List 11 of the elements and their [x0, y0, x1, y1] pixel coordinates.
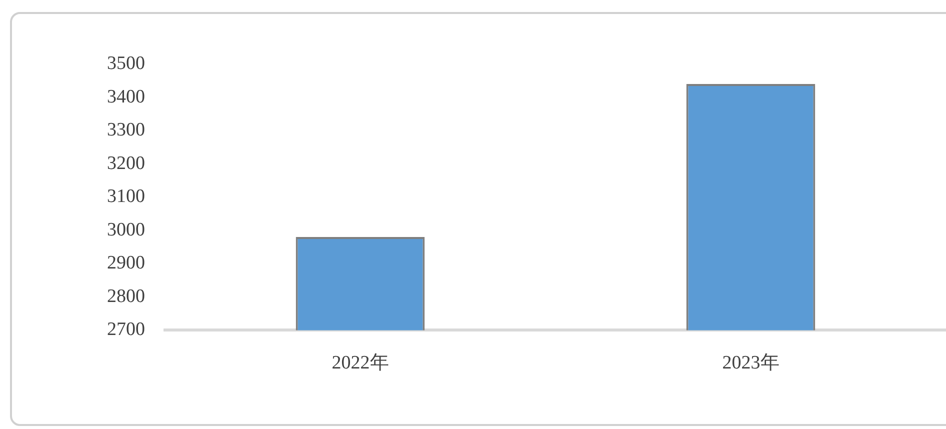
- y-tick-label: 3400: [107, 86, 145, 108]
- y-tick-label: 2800: [107, 286, 145, 307]
- x-tick-label: 2023年: [722, 352, 780, 374]
- y-tick-label: 2700: [107, 319, 145, 340]
- y-tick-label: 3500: [107, 52, 145, 74]
- y-tick-label: 3000: [107, 219, 145, 240]
- y-tick-label: 2900: [107, 252, 145, 274]
- x-tick-label: 2022年: [332, 352, 389, 374]
- y-tick-label: 3300: [107, 120, 145, 141]
- y-tick-label: 3100: [107, 186, 145, 208]
- y-tick-label: 3200: [107, 152, 145, 174]
